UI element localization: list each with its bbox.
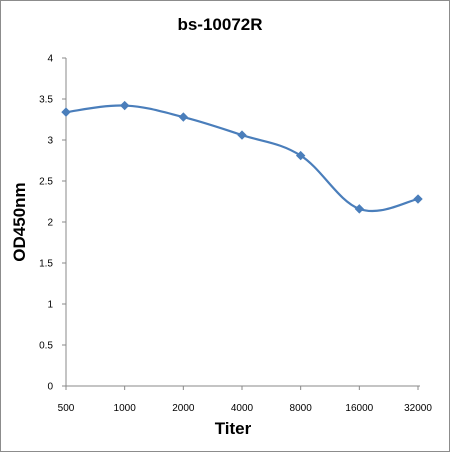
data-point bbox=[61, 107, 71, 117]
x-tick-label: 16000 bbox=[345, 403, 373, 414]
data-point bbox=[354, 204, 365, 214]
series-layer bbox=[61, 100, 423, 214]
x-tick-label: 4000 bbox=[231, 403, 254, 414]
x-axis-label: Titer bbox=[215, 419, 252, 438]
series-line bbox=[65, 104, 419, 213]
x-tick-label: 1000 bbox=[114, 403, 137, 414]
x-ticks: 500 1000 2000 4000 8000 16000 32000 bbox=[58, 386, 432, 414]
data-point bbox=[119, 100, 130, 111]
y-ticks: 0 0.5 1 1.5 2 2.5 3 3.5 4 bbox=[39, 54, 66, 393]
y-tick-label: 1 bbox=[47, 300, 53, 311]
y-tick-label: 0.5 bbox=[39, 341, 53, 352]
y-tick-label: 0 bbox=[47, 382, 53, 393]
y-tick-label: 4 bbox=[47, 54, 53, 65]
x-tick-label: 32000 bbox=[404, 403, 432, 414]
x-tick-label: 2000 bbox=[172, 403, 195, 414]
y-tick-label: 2 bbox=[47, 218, 53, 229]
chart-title: bs-10072R bbox=[177, 15, 262, 34]
x-tick-label: 500 bbox=[58, 403, 75, 414]
data-point bbox=[178, 112, 189, 122]
y-axis-label: OD450nm bbox=[10, 182, 29, 261]
y-tick-label: 3 bbox=[47, 136, 53, 147]
y-tick-label: 1.5 bbox=[39, 259, 53, 270]
data-point bbox=[237, 130, 247, 140]
y-tick-label: 2.5 bbox=[39, 177, 53, 188]
data-point bbox=[413, 194, 423, 204]
y-tick-label: 3.5 bbox=[39, 95, 53, 106]
data-point bbox=[295, 150, 306, 161]
x-tick-label: 8000 bbox=[290, 403, 313, 414]
